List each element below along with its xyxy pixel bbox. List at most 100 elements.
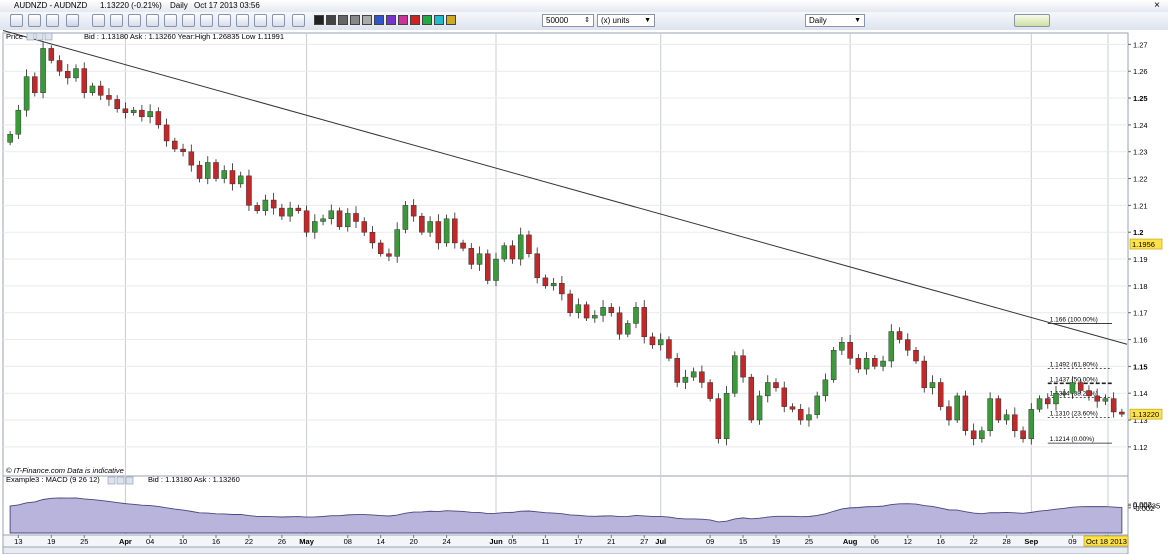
y-tick-label: 1.23 bbox=[1133, 148, 1148, 157]
x-tick-label: Aug bbox=[843, 537, 858, 546]
x-tick-label: May bbox=[299, 537, 314, 546]
cursor-tool-icon[interactable] bbox=[10, 14, 23, 27]
candle-body bbox=[822, 379, 829, 397]
price-badge-label: 1.13220 bbox=[1132, 410, 1159, 419]
y-tick-label: 1.22 bbox=[1133, 175, 1148, 184]
panel-settings-icon[interactable] bbox=[26, 32, 35, 41]
text-tool-icon[interactable] bbox=[182, 14, 195, 27]
candle-body bbox=[608, 307, 615, 313]
candle-body bbox=[641, 307, 647, 338]
candle-body bbox=[797, 409, 804, 421]
x-tick-label: 28 bbox=[1002, 537, 1010, 546]
macd-tick-label: -0.002 bbox=[1133, 504, 1154, 513]
x-tick-label: 16 bbox=[212, 537, 220, 546]
x-tick-label: 05 bbox=[508, 537, 516, 546]
color-swatch[interactable] bbox=[398, 15, 408, 25]
candle-body bbox=[929, 382, 936, 389]
ruler-tool-icon[interactable] bbox=[46, 14, 59, 27]
price-badge bbox=[1129, 408, 1163, 420]
x-tick-label: 25 bbox=[805, 537, 813, 546]
x-tick-label: 06 bbox=[871, 537, 879, 546]
gann-tool-icon[interactable] bbox=[218, 14, 231, 27]
macd-settings-icon[interactable] bbox=[107, 476, 116, 485]
quantity-input[interactable]: 50000 ⇕ bbox=[542, 14, 594, 27]
candle-body bbox=[246, 175, 252, 206]
candle-body bbox=[1119, 411, 1125, 415]
period-select[interactable]: Daily ▼ bbox=[805, 14, 865, 27]
candle-body bbox=[913, 350, 919, 362]
spinner-icon[interactable]: ⇕ bbox=[584, 17, 590, 24]
candle-body bbox=[336, 210, 343, 228]
line-tool-icon[interactable] bbox=[92, 14, 105, 27]
candle-body bbox=[1020, 430, 1026, 440]
color-swatch[interactable] bbox=[410, 15, 420, 25]
color-swatch[interactable] bbox=[374, 15, 384, 25]
vertical-line-icon[interactable] bbox=[146, 14, 159, 27]
price-panel-title: Price bbox=[6, 32, 23, 41]
triangle-tool-icon[interactable] bbox=[272, 14, 285, 27]
x-tick-label: Apr bbox=[119, 537, 132, 546]
y-tick-label: 1.16 bbox=[1133, 336, 1148, 345]
color-swatch[interactable] bbox=[422, 15, 432, 25]
candle-body bbox=[287, 207, 293, 217]
arrow-tool-icon[interactable] bbox=[254, 14, 267, 27]
x-tick-label: Jul bbox=[655, 537, 666, 546]
quantity-value: 50000 bbox=[546, 16, 569, 25]
candle-body bbox=[937, 382, 944, 407]
candle-body bbox=[905, 339, 911, 351]
scrollbar[interactable] bbox=[2, 546, 1129, 554]
candle-body bbox=[114, 99, 120, 109]
marker-tool-icon[interactable] bbox=[292, 14, 305, 27]
macd-close-icon[interactable] bbox=[125, 476, 134, 485]
color-swatch[interactable] bbox=[446, 15, 456, 25]
candle-body bbox=[7, 134, 13, 143]
candle-body bbox=[715, 398, 722, 440]
zoom-tool-icon[interactable] bbox=[66, 14, 79, 27]
color-swatch[interactable] bbox=[314, 15, 324, 25]
color-swatch[interactable] bbox=[362, 15, 372, 25]
color-swatch[interactable] bbox=[386, 15, 396, 25]
candle-body bbox=[559, 282, 565, 295]
candle-body bbox=[600, 307, 606, 316]
pencil-tool-icon[interactable] bbox=[28, 14, 41, 27]
fibonacci-tool-icon[interactable] bbox=[200, 14, 213, 27]
macd-edit-icon[interactable] bbox=[116, 476, 125, 485]
horizontal-line-icon[interactable] bbox=[164, 14, 177, 27]
candle-body bbox=[979, 430, 985, 440]
candle-body bbox=[221, 170, 227, 179]
color-swatch[interactable] bbox=[434, 15, 444, 25]
window-title: AUDNZD - AUDNZD bbox=[14, 1, 88, 10]
candle-body bbox=[279, 207, 285, 217]
candle-body bbox=[419, 215, 425, 233]
candle-body bbox=[682, 376, 689, 383]
macd-tick-label: 0.002 bbox=[1133, 500, 1152, 509]
candle-body bbox=[789, 406, 796, 410]
pitchfork-tool-icon[interactable] bbox=[236, 14, 249, 27]
x-tick-label: 14 bbox=[377, 537, 385, 546]
candle-body bbox=[394, 229, 400, 257]
candle-body bbox=[410, 205, 417, 217]
channel-tool-icon[interactable] bbox=[128, 14, 141, 27]
candle-body bbox=[73, 68, 79, 79]
units-select[interactable]: (x) units ▼ bbox=[597, 14, 655, 27]
candle-body bbox=[592, 315, 598, 319]
candle-body bbox=[501, 245, 507, 260]
trend-line[interactable] bbox=[2, 30, 1128, 345]
macd-panel-info: Bid : 1.13180 Ask : 1.13260 bbox=[148, 475, 240, 484]
close-icon[interactable]: × bbox=[1154, 0, 1160, 11]
color-swatch[interactable] bbox=[326, 15, 336, 25]
panel-edit-icon[interactable] bbox=[35, 32, 44, 41]
ray-tool-icon[interactable] bbox=[110, 14, 123, 27]
color-swatch[interactable] bbox=[350, 15, 360, 25]
y-tick-label: 1.19 bbox=[1133, 255, 1148, 264]
candle-body bbox=[81, 68, 87, 93]
chart-type-icon[interactable] bbox=[1014, 14, 1050, 27]
color-swatch[interactable] bbox=[338, 15, 348, 25]
candle-body bbox=[377, 242, 384, 254]
candle-body bbox=[855, 358, 862, 370]
candle-body bbox=[1045, 398, 1051, 405]
panel-close-icon[interactable] bbox=[44, 32, 53, 41]
chart-area: 1.166 (100.00%) 1.1492 (61.80%) 1.1437 (50… bbox=[0, 30, 1168, 554]
candle-body bbox=[353, 213, 359, 222]
x-tick-label: 26 bbox=[278, 537, 286, 546]
